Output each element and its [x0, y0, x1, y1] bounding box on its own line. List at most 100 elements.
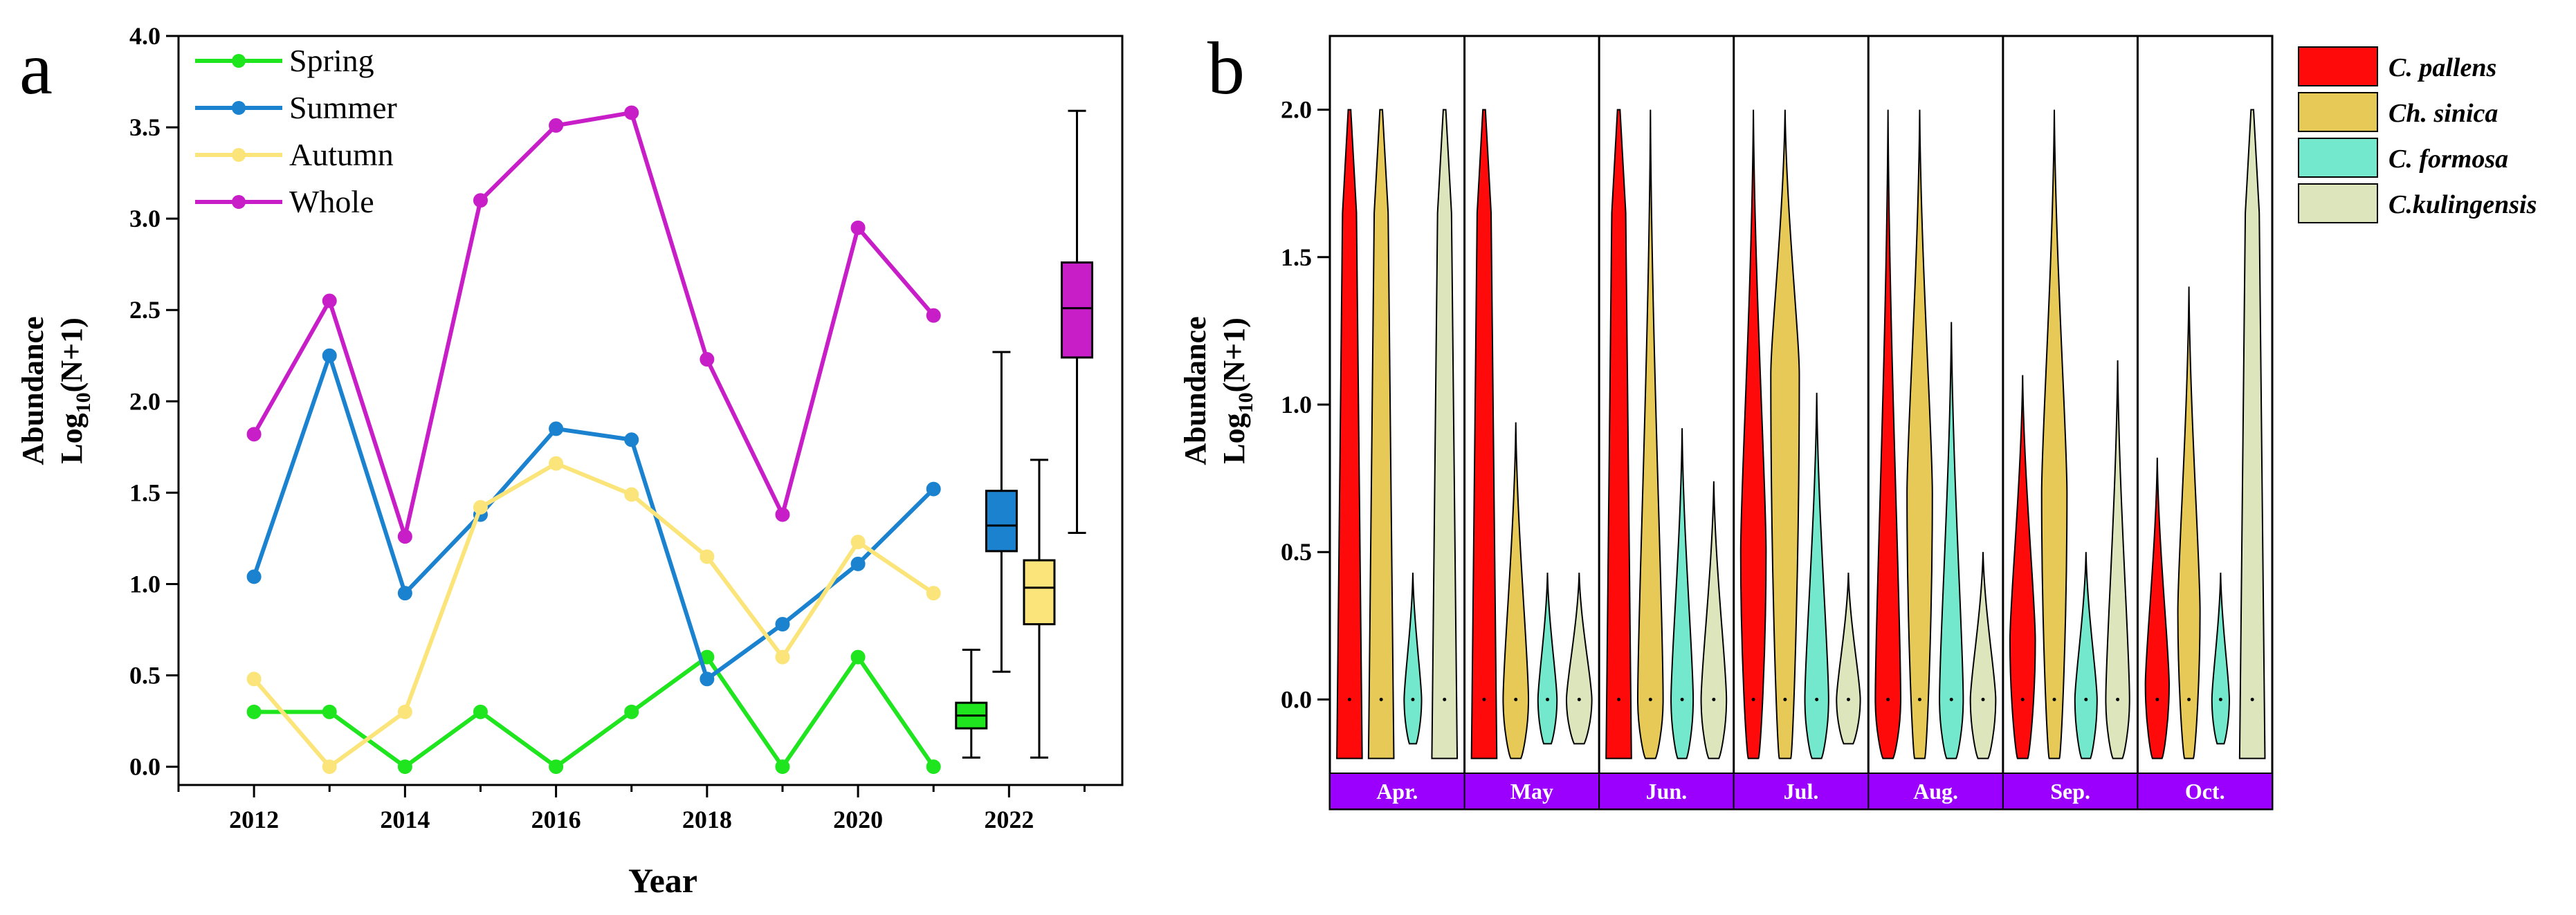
legend-label: Ch. sinica — [2388, 99, 2498, 128]
violin-c-formosa — [1804, 392, 1829, 759]
violin-c-formosa — [1939, 322, 1964, 759]
data-point-spring — [473, 704, 488, 719]
legend-label-whole: Whole — [289, 184, 374, 219]
violin-c-pallens — [1874, 109, 1901, 759]
panel-b-violins — [1336, 109, 2266, 759]
panel-b-frame — [1328, 35, 2274, 811]
month-label: Aug. — [1913, 779, 1958, 804]
violin-median-dot — [1648, 697, 1652, 701]
violin-c-kulingensis — [1969, 552, 1997, 759]
y-tick-label: 2.0 — [129, 387, 161, 415]
y-tick-label: 1.0 — [129, 570, 161, 598]
data-point-whole — [246, 427, 262, 442]
data-point-autumn — [473, 499, 488, 515]
boxplot-box-whole — [1061, 261, 1094, 359]
x-tick-label: 2012 — [229, 806, 279, 833]
violin-ch-sinica — [1770, 109, 1800, 759]
data-point-summer — [624, 432, 639, 447]
panel-a-letter: a — [19, 28, 53, 110]
legend-swatch — [2298, 138, 2378, 178]
violin-c-kulingensis — [1836, 573, 1861, 745]
y-tick-label: 1.5 — [1281, 243, 1312, 271]
data-point-spring — [322, 704, 337, 719]
month-label: Jul. — [1784, 779, 1819, 804]
data-point-spring — [549, 759, 564, 775]
panel-a-lines — [246, 105, 941, 775]
violin-median-dot — [1482, 697, 1486, 701]
panel-a-frame — [177, 35, 1124, 786]
violin-c-pallens — [2009, 375, 2036, 759]
violin-median-dot — [1411, 697, 1415, 701]
violin-median-dot — [1949, 697, 1953, 701]
violin-median-dot — [2187, 697, 2191, 701]
panel-b-axes: 0.0 0.5 1.0 1.5 2.0 — [1281, 36, 2139, 773]
x-tick-label: 2022 — [984, 806, 1034, 833]
x-tick-label: 2020 — [833, 806, 883, 833]
x-tick-label: 2014 — [380, 806, 430, 833]
legend-swatch — [2298, 183, 2378, 223]
y-tick-label: 1.5 — [129, 479, 161, 506]
data-point-summer — [775, 617, 790, 632]
month-label: May — [1510, 779, 1553, 804]
violin-median-dot — [1514, 697, 1518, 701]
legend-marker-whole — [232, 195, 246, 209]
y-tick-label: 0.0 — [1281, 685, 1312, 713]
series-line-summer — [252, 353, 935, 681]
data-point-summer — [926, 481, 941, 497]
panel-b-y-label-line2: Log10(N+1) — [1217, 317, 1257, 464]
violin-c-pallens — [1336, 109, 1363, 759]
panel-b-letter: b — [1207, 28, 1245, 110]
month-strip — [1463, 773, 1600, 810]
data-point-summer — [397, 586, 412, 601]
month-label: Oct. — [2185, 779, 2225, 804]
data-point-autumn — [246, 672, 262, 687]
violin-c-pallens — [1739, 109, 1767, 759]
y-tick-label: 2.0 — [1281, 96, 1312, 124]
legend-label-autumn: Autumn — [289, 137, 394, 172]
data-point-autumn — [624, 487, 639, 502]
legend-label-summer: Summer — [289, 90, 397, 125]
x-tick-label: 2016 — [531, 806, 581, 833]
panel-b-y-axis-label: Abundance Log10(N+1) — [1178, 316, 1257, 465]
data-point-spring — [850, 649, 866, 665]
month-strip — [1598, 773, 1735, 810]
month-label: Sep. — [2050, 779, 2090, 804]
y-tick-label: 3.5 — [129, 113, 161, 141]
series-line-spring — [254, 655, 935, 769]
x-tick-label: 2018 — [682, 806, 732, 833]
panel-b-month-strips: Apr. May Jun. Jul. Aug. Sep. Oct. — [1329, 773, 2273, 810]
panel-a-boxplots — [955, 109, 1094, 759]
violin-median-dot — [1680, 697, 1684, 701]
month-label: Jun. — [1646, 779, 1688, 804]
legend-label: C. pallens — [2388, 53, 2496, 82]
violin-median-dot — [1886, 697, 1890, 701]
violin-median-dot — [1783, 697, 1787, 701]
panel-a-y-label-line2: Log10(N+1) — [55, 317, 95, 464]
violin-c-formosa — [1537, 573, 1558, 745]
data-point-autumn — [775, 649, 790, 665]
panel-a-y-label-line1: Abundance — [16, 316, 50, 465]
legend-label: C.kulingensis — [2388, 190, 2537, 219]
month-label: Apr. — [1376, 779, 1418, 804]
legend-marker-summer — [232, 101, 246, 115]
violin-c-kulingensis — [1700, 481, 1728, 759]
boxplot-box-autumn — [1023, 559, 1056, 626]
violin-ch-sinica — [1367, 109, 1395, 759]
y-tick-label: 0.0 — [129, 753, 161, 781]
data-point-whole — [775, 507, 790, 522]
violin-c-kulingensis — [2238, 109, 2266, 759]
legend-label-spring: Spring — [289, 43, 374, 78]
violin-ch-sinica — [2040, 109, 2068, 759]
data-point-whole — [397, 529, 412, 544]
data-point-whole — [549, 118, 564, 133]
data-point-spring — [397, 759, 412, 775]
series-line-whole — [252, 110, 935, 539]
data-point-summer — [850, 556, 866, 571]
data-point-autumn — [549, 456, 564, 471]
violin-ch-sinica — [2177, 286, 2201, 759]
violin-median-dot — [2052, 697, 2056, 701]
y-tick-label: 0.5 — [1281, 538, 1312, 566]
violin-median-dot — [1443, 697, 1447, 701]
violin-c-kulingensis — [1565, 573, 1593, 745]
